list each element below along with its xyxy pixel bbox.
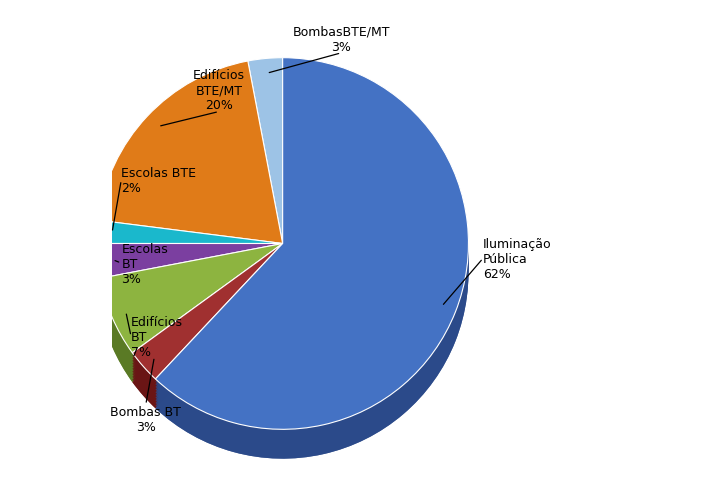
Wedge shape — [100, 273, 283, 382]
Text: BombasBTE/MT
3%: BombasBTE/MT 3% — [293, 26, 390, 54]
Wedge shape — [97, 231, 283, 255]
Wedge shape — [155, 80, 468, 451]
Wedge shape — [100, 271, 283, 380]
Wedge shape — [248, 72, 283, 257]
Text: Iluminação
Pública
62%: Iluminação Pública 62% — [483, 237, 552, 280]
Wedge shape — [97, 252, 283, 287]
Wedge shape — [97, 244, 283, 268]
Wedge shape — [98, 75, 283, 257]
Wedge shape — [132, 249, 283, 385]
Wedge shape — [132, 260, 283, 395]
Wedge shape — [97, 249, 283, 284]
Wedge shape — [97, 263, 283, 297]
Text: Edifícios
BTE/MT
20%: Edifícios BTE/MT 20% — [193, 69, 245, 112]
Wedge shape — [98, 91, 283, 273]
Wedge shape — [248, 77, 283, 263]
Wedge shape — [132, 252, 283, 387]
Wedge shape — [100, 268, 283, 377]
Wedge shape — [132, 257, 283, 392]
Wedge shape — [97, 229, 283, 252]
Wedge shape — [97, 242, 283, 265]
Wedge shape — [132, 263, 283, 398]
Text: Escolas BTE
2%: Escolas BTE 2% — [121, 166, 197, 195]
Wedge shape — [97, 268, 283, 303]
Wedge shape — [97, 271, 283, 305]
Wedge shape — [98, 73, 283, 255]
Wedge shape — [98, 62, 283, 244]
Wedge shape — [155, 61, 468, 432]
Wedge shape — [248, 64, 283, 249]
Wedge shape — [97, 257, 283, 292]
Text: Edifícios
BT
7%: Edifícios BT 7% — [131, 315, 183, 358]
Wedge shape — [155, 82, 468, 453]
Wedge shape — [155, 69, 468, 440]
Wedge shape — [248, 88, 283, 273]
Wedge shape — [132, 273, 283, 408]
Wedge shape — [98, 78, 283, 260]
Text: Escolas
BT
3%: Escolas BT 3% — [121, 242, 168, 285]
Wedge shape — [248, 88, 283, 273]
Wedge shape — [97, 221, 283, 244]
Wedge shape — [155, 88, 468, 459]
Wedge shape — [155, 77, 468, 448]
Wedge shape — [132, 273, 283, 408]
Wedge shape — [100, 246, 283, 356]
Wedge shape — [97, 244, 283, 279]
Wedge shape — [248, 61, 283, 246]
Wedge shape — [100, 273, 283, 382]
Wedge shape — [132, 265, 283, 401]
Wedge shape — [97, 273, 283, 308]
Wedge shape — [100, 263, 283, 372]
Wedge shape — [248, 85, 283, 271]
Text: Bombas BT
3%: Bombas BT 3% — [110, 405, 181, 433]
Wedge shape — [155, 64, 468, 435]
Wedge shape — [100, 260, 283, 369]
Wedge shape — [155, 59, 468, 429]
Wedge shape — [97, 250, 283, 273]
Wedge shape — [97, 265, 283, 300]
Wedge shape — [100, 244, 283, 353]
Wedge shape — [155, 88, 468, 459]
Wedge shape — [97, 250, 283, 273]
Wedge shape — [97, 234, 283, 257]
Wedge shape — [132, 246, 283, 382]
Wedge shape — [98, 70, 283, 252]
Wedge shape — [97, 260, 283, 295]
Wedge shape — [248, 66, 283, 252]
Wedge shape — [98, 86, 283, 268]
Wedge shape — [132, 268, 283, 403]
Wedge shape — [248, 80, 283, 265]
Wedge shape — [97, 255, 283, 289]
Wedge shape — [98, 81, 283, 263]
Wedge shape — [97, 273, 283, 308]
Wedge shape — [97, 246, 283, 282]
Wedge shape — [98, 88, 283, 271]
Wedge shape — [248, 75, 283, 260]
Wedge shape — [98, 64, 283, 246]
Wedge shape — [248, 69, 283, 255]
Wedge shape — [155, 85, 468, 456]
Wedge shape — [155, 75, 468, 446]
Wedge shape — [132, 255, 283, 390]
Wedge shape — [100, 252, 283, 361]
Wedge shape — [97, 237, 283, 260]
Wedge shape — [97, 224, 283, 246]
Wedge shape — [132, 271, 283, 406]
Wedge shape — [97, 240, 283, 263]
Wedge shape — [248, 59, 283, 244]
Wedge shape — [100, 265, 283, 374]
Wedge shape — [155, 72, 468, 443]
Wedge shape — [100, 255, 283, 364]
Wedge shape — [98, 91, 283, 273]
Wedge shape — [155, 66, 468, 437]
Wedge shape — [100, 249, 283, 358]
Wedge shape — [98, 67, 283, 249]
Wedge shape — [97, 226, 283, 249]
Wedge shape — [100, 257, 283, 366]
Wedge shape — [97, 247, 283, 271]
Wedge shape — [98, 83, 283, 265]
Wedge shape — [132, 244, 283, 379]
Wedge shape — [248, 82, 283, 268]
